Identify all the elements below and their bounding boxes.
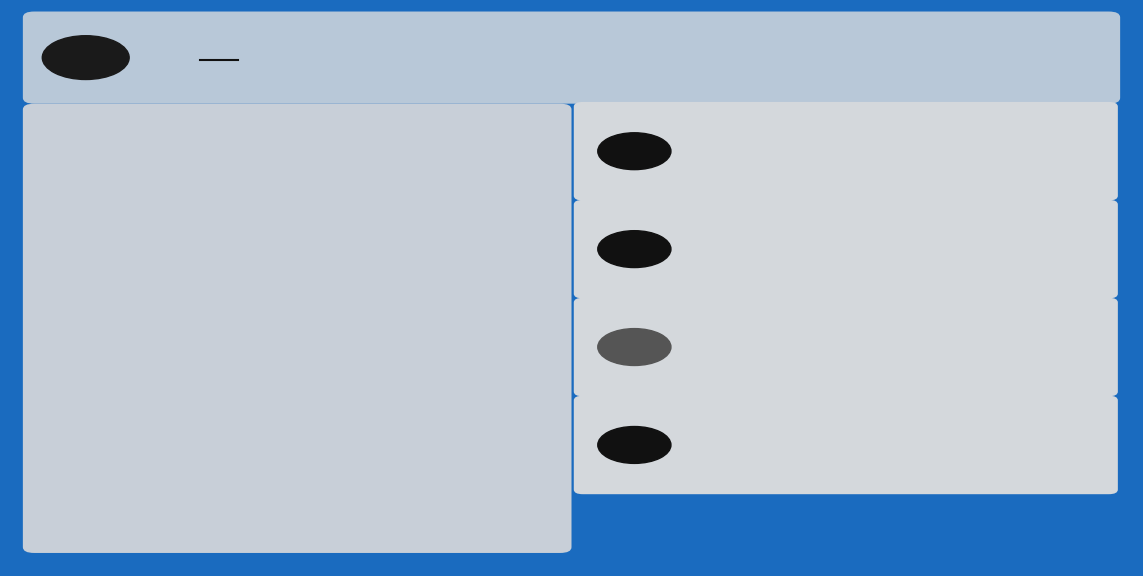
Text: The slope $m$ is $\dfrac{run}{rise}$, so $\dfrac{x}{g} = m$. Solve for: The slope $m$ is $\dfrac{run}{rise}$, so… xyxy=(697,419,959,445)
Text: Which: Which xyxy=(149,46,211,64)
Text: to get $y = mx$.: to get $y = mx$. xyxy=(697,359,790,374)
Text: $x$ to get $x = ym$.: $x$ to get $x = ym$. xyxy=(697,457,802,472)
Text: to get $y = \dfrac{z}{m}$.: to get $y = \dfrac{z}{m}$. xyxy=(697,257,784,280)
Text: (0,0): (0,0) xyxy=(289,339,319,353)
Text: x: x xyxy=(346,230,354,242)
Text: The slope $m$ is $\dfrac{rise}{run}$, so $\dfrac{y}{z} = m$. Solve for $y$: The slope $m$ is $\dfrac{rise}{run}$, so… xyxy=(697,321,970,347)
Text: ◀)): ◀)) xyxy=(75,51,96,64)
Text: The slope $m$ is $\dfrac{rise}{run}$, so $\dfrac{x}{y} = m$. Solve for: The slope $m$ is $\dfrac{rise}{run}$, so… xyxy=(697,124,959,152)
Text: $x$ to get $x = ym$.: $x$ to get $x = ym$. xyxy=(697,163,802,179)
Text: x: x xyxy=(517,309,526,323)
Text: best: best xyxy=(200,46,241,64)
Text: ◀)): ◀)) xyxy=(626,440,642,450)
Text: (x, y): (x, y) xyxy=(443,246,477,259)
Text: ◀): ◀) xyxy=(629,342,640,352)
Text: y: y xyxy=(282,130,290,144)
Text: ◀)): ◀)) xyxy=(626,146,642,156)
Text: describes how to find an equation of the line shown?: describes how to find an equation of the… xyxy=(238,46,740,64)
Text: The slope $m$ is $\dfrac{run}{rise}$, so $\dfrac{z}{y} = m$. Solve for $y$: The slope $m$ is $\dfrac{run}{rise}$, so… xyxy=(697,223,970,249)
Text: ◀)): ◀)) xyxy=(626,244,642,254)
Text: y: y xyxy=(248,284,256,297)
